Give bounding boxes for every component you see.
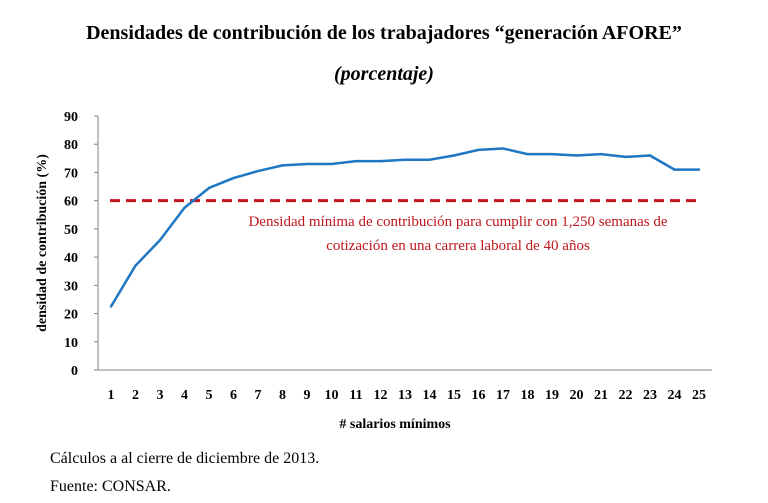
data-point — [673, 168, 676, 171]
y-tick-label: 20 — [64, 308, 78, 323]
y-tick-label: 80 — [64, 138, 78, 153]
x-tick-label: 20 — [570, 388, 584, 403]
data-point — [379, 159, 382, 163]
source-note: Fuente: CONSAR. — [50, 478, 171, 495]
data-point — [232, 176, 235, 180]
data-point — [158, 238, 162, 242]
chart-title: Densidades de contribución de los trabaj… — [86, 22, 682, 44]
x-tick-label: 3 — [157, 388, 164, 403]
y-axis-label: densidad de contribución (%) — [35, 154, 50, 332]
x-tick-label: 18 — [521, 388, 535, 403]
x-tick-label: 23 — [643, 388, 657, 403]
x-tick-label: 12 — [374, 388, 388, 403]
x-tick-label: 4 — [181, 388, 188, 403]
x-tick-label: 19 — [545, 388, 559, 403]
x-tick-label: 22 — [619, 388, 633, 403]
threshold-label-line2: cotización en una carrera laboral de 40 … — [326, 238, 590, 254]
x-tick-label: 13 — [398, 388, 412, 403]
y-tick-label: 30 — [64, 279, 78, 294]
data-point — [526, 152, 529, 156]
data-point — [403, 158, 407, 161]
data-point — [354, 159, 358, 163]
x-tick-label: 6 — [230, 388, 237, 403]
x-tick-label: 17 — [496, 388, 510, 403]
data-point — [697, 168, 701, 171]
y-tick-label: 40 — [64, 251, 78, 266]
data-point — [477, 148, 480, 152]
data-point — [134, 264, 137, 267]
x-axis-label: # salarios mínimos — [339, 417, 451, 432]
x-tick-label: 7 — [255, 388, 262, 403]
data-point — [305, 162, 309, 166]
y-tick-label: 90 — [64, 110, 78, 125]
x-tick-label: 10 — [325, 388, 339, 403]
y-tick-label: 10 — [64, 336, 78, 351]
x-tick-label: 11 — [349, 388, 362, 403]
data-point — [330, 162, 333, 166]
x-tick-label: 5 — [206, 388, 213, 403]
data-point — [550, 152, 554, 156]
data-point — [183, 206, 186, 209]
data-point — [501, 147, 505, 150]
y-tick-label: 50 — [64, 223, 78, 238]
chart-subtitle: (porcentaje) — [334, 63, 434, 85]
data-point — [256, 169, 260, 173]
x-tick-label: 15 — [447, 388, 461, 403]
data-point — [599, 152, 603, 156]
y-tick-label: 60 — [64, 195, 78, 210]
x-tick-label: 8 — [279, 388, 286, 403]
x-tick-label: 24 — [668, 388, 682, 403]
data-point — [109, 305, 113, 308]
y-tick-label: 0 — [71, 364, 78, 379]
data-point — [624, 155, 627, 159]
data-point — [281, 164, 284, 167]
calculation-note: Cálculos a al cierre de diciembre de 201… — [50, 450, 320, 467]
data-point — [452, 154, 456, 157]
x-tick-label: 25 — [692, 388, 706, 403]
data-point — [207, 186, 211, 190]
x-tick-label: 21 — [594, 388, 608, 403]
x-tick-label: 9 — [304, 388, 311, 403]
y-tick-label: 70 — [64, 166, 78, 181]
data-point — [648, 154, 652, 157]
x-tick-label: 2 — [132, 388, 139, 403]
x-tick-label: 1 — [108, 388, 115, 403]
threshold-label-line1: Densidad mínima de contribución para cum… — [248, 214, 667, 230]
data-point — [428, 158, 431, 161]
data-point — [575, 154, 578, 157]
x-tick-label: 14 — [423, 388, 437, 403]
x-tick-label: 16 — [472, 388, 486, 403]
